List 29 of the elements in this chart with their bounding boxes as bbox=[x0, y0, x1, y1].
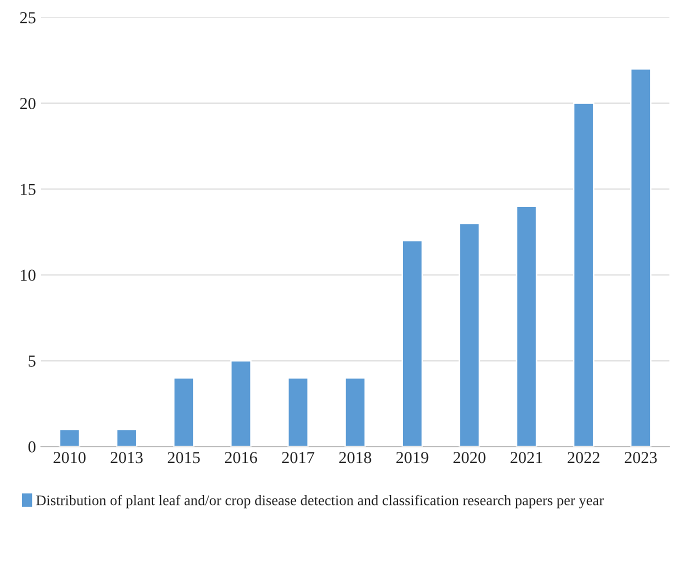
bar bbox=[402, 240, 423, 447]
y-tick-label: 20 bbox=[20, 98, 36, 110]
bar bbox=[287, 377, 309, 447]
x-tick-label: 2016 bbox=[224, 452, 258, 464]
bar bbox=[516, 206, 538, 447]
x-tick-label: 2017 bbox=[282, 452, 314, 464]
x-tick-label: 2020 bbox=[453, 452, 486, 464]
x-tick-label: 2018 bbox=[339, 452, 372, 464]
y-tick-label: 10 bbox=[20, 270, 36, 281]
x-tick-label: 2021 bbox=[510, 452, 542, 464]
x-tick-label: 2022 bbox=[568, 452, 600, 464]
y-tick-label: 0 bbox=[28, 441, 36, 453]
x-tick-label: 2023 bbox=[624, 452, 657, 464]
y-tick-label: 5 bbox=[28, 356, 36, 367]
legend-label: Distribution of plant leaf and/or crop disease detection and classification research papers per year bbox=[36, 494, 604, 508]
x-tick-label: 2019 bbox=[396, 452, 428, 464]
bar bbox=[344, 377, 366, 447]
bar bbox=[630, 68, 652, 447]
y-tick-label: 25 bbox=[20, 12, 36, 24]
bar bbox=[230, 360, 252, 447]
y-tick-label: 15 bbox=[20, 184, 36, 196]
bar bbox=[458, 222, 480, 447]
bar bbox=[58, 428, 80, 447]
x-tick-label: 2010 bbox=[54, 452, 86, 464]
bar bbox=[116, 428, 138, 447]
x-tick-label: 2015 bbox=[168, 452, 200, 464]
bar bbox=[173, 377, 194, 447]
bar bbox=[572, 102, 594, 447]
x-tick-label: 2013 bbox=[110, 452, 143, 464]
